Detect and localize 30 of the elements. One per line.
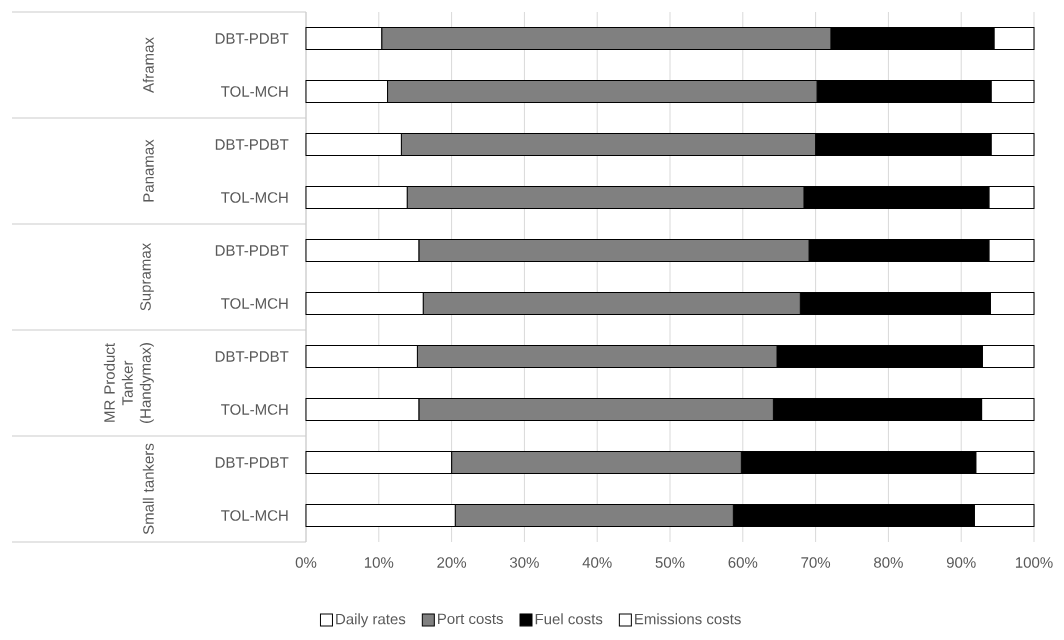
text: Panamax bbox=[143, 139, 154, 202]
x-tick-label: 50% bbox=[655, 557, 685, 568]
y-tick-label: DBT-PDBT bbox=[215, 351, 289, 362]
legend-label: Fuel costs bbox=[535, 613, 603, 625]
legend-label: Port costs bbox=[438, 613, 503, 625]
y-tick-label: TOL-MCH bbox=[221, 404, 288, 415]
y-tick-label: TOL-MCH bbox=[221, 510, 288, 521]
x-tick-label: 70% bbox=[801, 557, 831, 568]
x-tick-label: 30% bbox=[509, 557, 539, 568]
y-tick-label: TOL-MCH bbox=[221, 298, 288, 309]
y-tick-label: DBT-PDBT bbox=[215, 245, 289, 256]
y-tick-label: DBT-PDBT bbox=[215, 457, 289, 468]
y-tick-label: TOL-MCH bbox=[221, 192, 288, 203]
x-tick-label: 40% bbox=[582, 557, 612, 568]
y-tick-label: DBT-PDBT bbox=[215, 33, 289, 44]
legend-label: Daily rates bbox=[336, 613, 406, 628]
y-tick-label: TOL-MCH bbox=[221, 86, 288, 97]
x-tick-label: 0% bbox=[295, 557, 317, 568]
x-tick-label: 60% bbox=[728, 557, 758, 568]
x-tick-label: 90% bbox=[946, 557, 976, 568]
x-tick-label: 10% bbox=[364, 557, 394, 568]
text: Supramax bbox=[140, 242, 154, 311]
text: Small tankers bbox=[142, 443, 154, 535]
text: Aframax bbox=[142, 37, 154, 93]
y-tick-label: DBT-PDBT bbox=[215, 139, 289, 150]
legend-label: Emissions costs bbox=[635, 613, 741, 625]
text: MR Product Tanker (Handymax) bbox=[103, 343, 154, 423]
x-tick-label: 100% bbox=[1015, 557, 1053, 568]
x-tick-label: 80% bbox=[874, 557, 903, 568]
x-tick-label: 20% bbox=[437, 557, 467, 568]
